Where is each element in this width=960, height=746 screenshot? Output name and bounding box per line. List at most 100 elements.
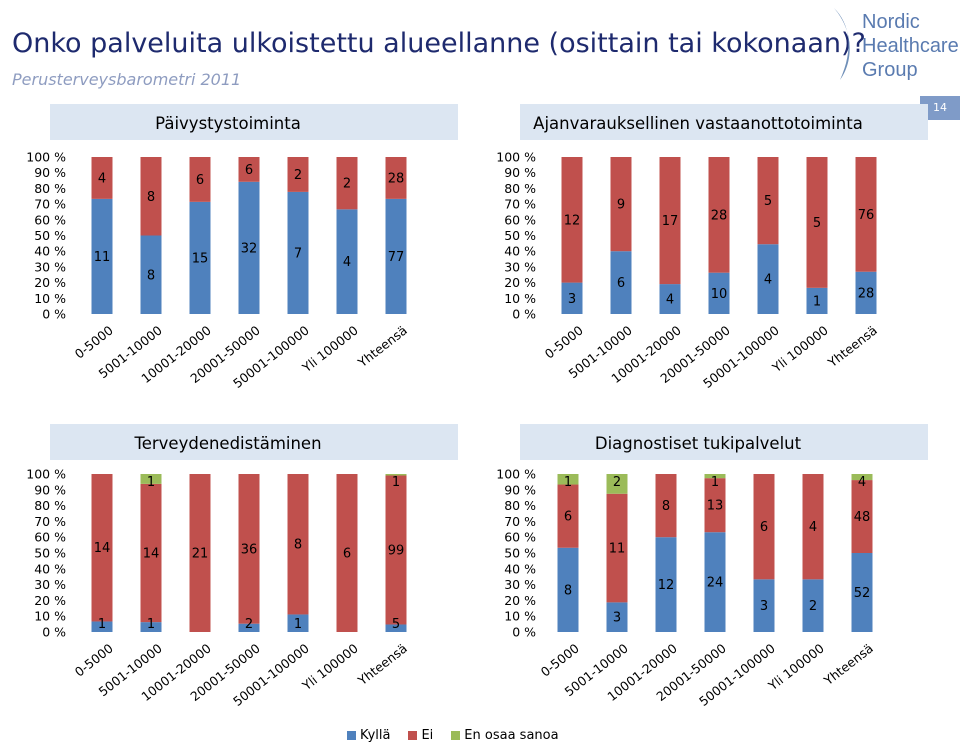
legend-swatch-kylla: [347, 731, 356, 740]
data-label-kylla-1: 1: [147, 617, 155, 632]
chart-title: Diagnostiset tukipalvelut: [595, 434, 802, 453]
y-tick-label: 20 %: [504, 593, 536, 608]
bar-ei-1: [606, 493, 628, 603]
bar-ei-3: [238, 474, 260, 624]
data-label-kylla-6: 52: [854, 586, 871, 601]
x-tick-label-6: Yhteensä: [354, 323, 410, 371]
y-tick-label: 50 %: [34, 228, 66, 243]
y-tick-label: 30 %: [34, 577, 66, 592]
data-label-ei-0: 6: [564, 510, 572, 525]
bar-ei-4: [287, 157, 309, 192]
y-tick-label: 40 %: [34, 561, 66, 576]
bar-kylla-5: [802, 579, 824, 632]
y-tick-label: 60 %: [34, 212, 66, 227]
y-tick-label: 0 %: [512, 625, 536, 640]
y-tick-label: 60 %: [504, 530, 536, 545]
bar-en-osaa-sanoa-6: [385, 474, 407, 476]
page-subtitle: Perusterveysbarometri 2011: [12, 70, 242, 89]
bar-en-osaa-sanoa-1: [606, 474, 628, 494]
data-label-ei-3: 28: [711, 208, 728, 223]
bar-en-osaa-sanoa-3: [704, 474, 726, 479]
data-label-kylla-3: 2: [245, 617, 253, 632]
y-tick-label: 30 %: [504, 259, 536, 274]
y-tick-label: 90 %: [504, 482, 536, 497]
y-tick-label: 30 %: [34, 259, 66, 274]
data-label-ei-5: 6: [343, 547, 351, 562]
data-label-kylla-4: 1: [294, 617, 302, 632]
y-tick-label: 20 %: [34, 593, 66, 608]
bar-ei-0: [561, 157, 583, 283]
y-tick-label: 70 %: [504, 514, 536, 529]
legend-label-kylla: Kyllä: [360, 728, 391, 743]
data-label-kylla-2: 4: [666, 293, 674, 308]
data-label-ei-6: 28: [388, 171, 405, 186]
bar-kylla-0: [561, 282, 583, 314]
legend-swatch-ei: [408, 731, 418, 740]
bar-ei-5: [336, 474, 358, 632]
legend-item-kylla: Kyllä: [347, 728, 390, 743]
bar-ei-4: [287, 474, 309, 615]
data-label-ei-1: 14: [143, 547, 160, 562]
y-tick-label: 70 %: [504, 197, 536, 212]
x-tick-label-0: 0-5000: [542, 323, 586, 362]
data-label-kylla-0: 1: [98, 617, 106, 632]
bar-kylla-2: [189, 201, 211, 314]
data-label-ei-0: 4: [98, 171, 106, 186]
y-tick-label: 100 %: [496, 150, 536, 165]
chart-title: Terveydenedistäminen: [133, 434, 321, 453]
bar-ei-3: [704, 478, 726, 533]
bar-ei-2: [655, 474, 677, 538]
bar-ei-5: [802, 474, 824, 580]
bar-ei-6: [385, 157, 407, 199]
data-label-kylla-5: 2: [809, 599, 817, 614]
bar-ei-5: [806, 157, 828, 288]
y-tick-label: 0 %: [42, 625, 66, 640]
bar-ei-0: [91, 157, 113, 199]
data-label-en-osaa-sanoa-1: 2: [613, 475, 621, 490]
x-tick-label-0: 0-5000: [72, 323, 116, 362]
bar-kylla-0: [91, 198, 113, 314]
y-tick-label: 60 %: [34, 530, 66, 545]
legend-swatch-en-osaa-sanoa: [451, 731, 461, 740]
chart-title: Ajanvarauksellinen vastaanottotoiminta: [533, 114, 863, 133]
data-label-ei-6: 76: [858, 208, 875, 223]
data-label-ei-5: 4: [809, 520, 817, 535]
data-label-ei-3: 36: [241, 542, 258, 557]
x-tick-label-6: Yhteensä: [354, 641, 410, 689]
chart-title-band: [50, 104, 458, 140]
y-tick-label: 40 %: [504, 561, 536, 576]
bar-ei-1: [140, 157, 162, 236]
x-tick-label-6: Yhteensä: [824, 323, 880, 371]
bar-kylla-6: [385, 198, 407, 314]
data-label-kylla-5: 1: [813, 294, 821, 309]
y-tick-label: 90 %: [504, 165, 536, 180]
data-label-kylla-1: 3: [613, 611, 621, 626]
data-label-ei-5: 2: [343, 177, 351, 192]
y-tick-label: 80 %: [504, 181, 536, 196]
data-label-kylla-2: 12: [658, 578, 675, 593]
bar-kylla-6: [855, 271, 877, 314]
data-label-ei-2: 21: [192, 547, 209, 562]
data-label-en-osaa-sanoa-1: 1: [147, 475, 155, 490]
y-tick-label: 40 %: [504, 244, 536, 259]
data-label-kylla-5: 4: [343, 255, 351, 270]
legend-item-ei: Ei: [408, 728, 433, 743]
chart-title-band: [520, 424, 928, 460]
bar-ei-1: [610, 157, 632, 252]
bar-ei-5: [336, 157, 358, 210]
data-label-kylla-0: 11: [94, 250, 111, 265]
bar-ei-4: [757, 157, 779, 245]
x-tick-label-6: Yhteensä: [820, 641, 876, 689]
bar-ei-2: [189, 157, 211, 202]
data-label-en-osaa-sanoa-0: 1: [564, 475, 572, 490]
data-label-ei-4: 2: [294, 168, 302, 183]
bar-kylla-5: [336, 209, 358, 314]
data-label-kylla-0: 3: [568, 292, 576, 307]
bar-kylla-6: [851, 553, 873, 632]
bar-kylla-6: [385, 624, 407, 632]
data-label-kylla-4: 7: [294, 246, 302, 261]
y-tick-label: 80 %: [504, 498, 536, 513]
y-tick-label: 60 %: [504, 212, 536, 227]
bar-kylla-4: [753, 579, 775, 632]
